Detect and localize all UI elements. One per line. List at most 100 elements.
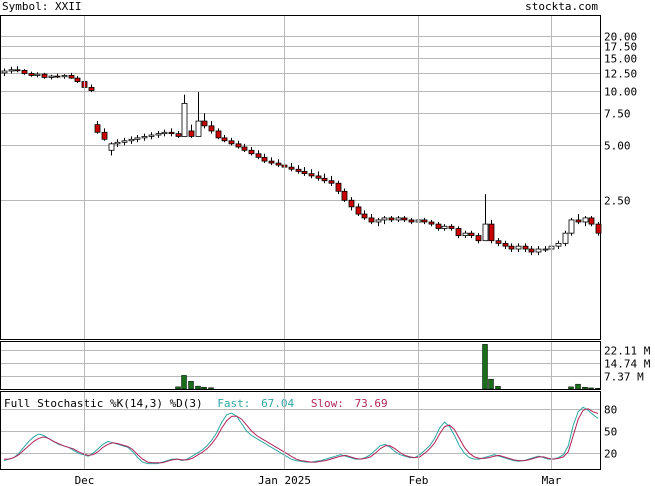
candle [475,233,482,244]
candle [428,219,435,227]
candle [221,135,228,143]
candle [241,143,248,152]
price-tick-label: 12.50 [604,68,637,81]
fast-label: Fast: [217,397,250,410]
candle [34,72,41,78]
candle [328,175,335,186]
price-tick-label: 2.50 [604,195,631,208]
candle [101,128,108,141]
candle [468,230,475,239]
slow-line [4,408,599,464]
price-tick-label: 5.00 [604,140,631,153]
candle [228,137,235,146]
candle [148,132,155,140]
stochastic-title: Full Stochastic %K(14,3) %D(3) Fast: 67.… [4,397,388,410]
candle [395,215,402,222]
volume-bar [575,383,581,390]
candle [181,94,188,137]
volume-panel: 22.11 M14.74 M7.37 M [0,341,651,390]
volume-bar [595,388,601,390]
slow-label: Slow: [311,397,344,410]
candle [8,66,15,74]
date-tick-label: Mar [542,474,562,486]
date-tick-label: Dec [75,474,95,486]
candle [275,159,282,168]
date-tick-label: Feb [409,474,429,486]
candle [134,135,141,143]
volume-tick-label: 22.11 M [604,345,651,358]
candle [502,240,509,250]
candle [535,246,542,256]
candle [54,73,61,79]
candle [74,76,81,83]
candle [448,224,455,231]
candle [368,214,375,225]
candle [455,226,462,239]
candle [128,136,135,144]
candle [301,167,308,176]
price-tick-label: 15.00 [604,53,637,66]
candle [121,137,128,146]
candle [528,246,535,256]
candle [108,142,115,156]
candle [235,140,242,149]
candle [175,130,182,138]
fast-value: 67.04 [261,397,294,410]
volume-axis: 22.11 M14.74 M7.37 M [604,345,651,384]
price-tick-label: 7.50 [604,108,631,121]
volume-bar [582,386,588,390]
candle [575,214,582,225]
candle [401,215,408,222]
stochastic-lines [3,406,599,465]
candle [555,240,562,250]
candle [522,243,529,253]
candle [208,121,215,134]
candle [215,128,222,140]
volume-bar [488,378,494,390]
candle [41,72,48,79]
candle [261,153,268,164]
stochastic-tick-label: 20 [604,448,617,461]
candle [88,84,95,93]
candle [155,130,162,138]
candle [488,219,495,244]
candle [94,121,101,134]
candle [248,146,255,156]
symbol-label: Symbol: XXII [2,0,81,13]
volume-bars [175,344,601,390]
candle [435,221,442,231]
candle [348,197,355,211]
price-tick-label: 17.50 [604,41,637,54]
volume-bar [188,381,194,390]
candle [255,150,262,160]
candle [321,173,328,184]
candle [14,66,21,73]
volume-bar [181,375,187,390]
candle [408,217,415,225]
brand-label: stockta.com [525,0,598,13]
volume-bar [175,386,181,390]
candle [168,128,175,137]
candle [375,217,382,227]
candle [482,194,489,242]
candle [515,243,522,253]
candle [355,203,362,216]
stochastic-tick-label: 50 [604,426,617,439]
volume-bar [208,387,214,390]
candle [1,68,8,77]
candle [595,221,602,236]
candle [495,238,502,247]
candle [188,124,195,138]
candle [421,217,428,225]
candle [381,215,388,225]
slow-value: 73.69 [355,397,388,410]
candle [68,72,75,79]
price-tick-label: 10.00 [604,86,637,99]
stochastic-panel-frame [0,391,601,470]
candle [568,217,575,236]
volume-bar [588,387,594,390]
candle [114,139,121,147]
